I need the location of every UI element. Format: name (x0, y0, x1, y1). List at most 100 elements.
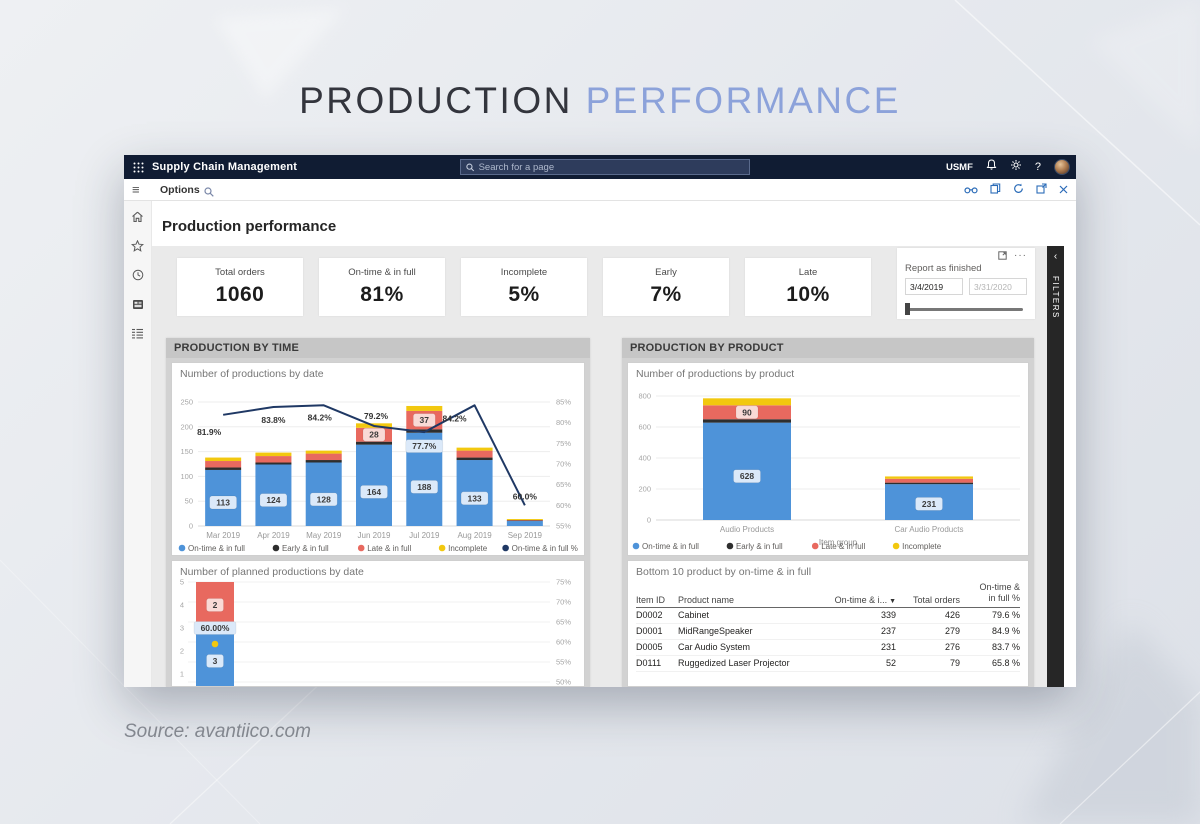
nav-hamburger-icon[interactable]: ≡ (132, 182, 140, 197)
productions-by-date-chart[interactable]: 0 50 100 150 200 250 55% 60% 65% 70% 75% 80% 85% Mar … (172, 380, 584, 554)
svg-text:128: 128 (317, 494, 331, 504)
svg-text:124: 124 (266, 495, 280, 505)
planned-productions-chart[interactable]: 75% 70% 65% 60% 55% 50% 5 4 3 2 1 2 60.00% 3 (172, 578, 584, 687)
focus-mode-icon[interactable] (998, 247, 1007, 265)
end-date-input[interactable] (969, 278, 1027, 295)
nav-sidebar (124, 201, 152, 687)
svg-text:133: 133 (467, 493, 481, 503)
svg-text:Late & in full: Late & in full (821, 542, 865, 551)
svg-text:Jun 2019: Jun 2019 (358, 531, 391, 540)
home-icon[interactable] (131, 210, 144, 228)
table-row[interactable]: D0005 Car Audio System 231 276 83.7 % (636, 640, 1020, 656)
productions-by-date-card: Number of productions by date 0 50 100 150 2… (171, 362, 585, 556)
copy-icon[interactable] (990, 181, 1001, 199)
column-header[interactable]: Total orders (912, 594, 960, 605)
workspaces-icon[interactable] (132, 297, 144, 315)
svg-text:81.9%: 81.9% (197, 427, 222, 437)
kpi-incomplete: Incomplete 5% (461, 258, 587, 316)
refresh-icon[interactable] (1013, 181, 1024, 199)
svg-text:May 2019: May 2019 (306, 531, 342, 540)
panel-title: PRODUCTION BY TIME (174, 342, 300, 354)
svg-text:188: 188 (417, 482, 431, 492)
modules-list-icon[interactable] (131, 326, 144, 344)
table-row[interactable]: D0001 MidRangeSpeaker 237 279 84.9 % (636, 624, 1020, 640)
productions-by-product-chart[interactable]: 0 200 400 600 800 Audio Products 628 90 Car Audi… (628, 380, 1028, 554)
svg-text:Sep 2019: Sep 2019 (508, 531, 543, 540)
kpi-early: Early 7% (603, 258, 729, 316)
legend-dot (272, 544, 280, 552)
bottom-products-table[interactable]: Item ID Product name On-time & i... ▼ Total… (636, 582, 1020, 672)
svg-text:400: 400 (638, 454, 651, 463)
waffle-menu-icon[interactable] (133, 162, 144, 173)
column-header[interactable]: Product name (678, 594, 735, 605)
kpi-label: Late (798, 267, 818, 278)
svg-text:Car Audio Products: Car Audio Products (895, 525, 964, 534)
svg-text:79.2%: 79.2% (364, 411, 389, 421)
table-cell: Ruggedized Laser Projector (678, 658, 790, 668)
svg-text:60.00%: 60.00% (201, 623, 230, 633)
svg-text:90: 90 (742, 407, 752, 417)
start-date-input[interactable] (905, 278, 963, 295)
date-range-slider[interactable] (905, 303, 1027, 315)
table-cell: 79 (949, 658, 960, 668)
column-header[interactable]: Item ID (636, 594, 666, 605)
filters-pane-collapsed[interactable]: ‹ FILTERS (1047, 246, 1064, 687)
kpi-value: 81% (360, 283, 404, 306)
panel-title: PRODUCTION BY PRODUCT (630, 342, 784, 354)
favorites-star-icon[interactable] (130, 239, 145, 257)
table-cell: 84.9 % (991, 626, 1020, 636)
table-cell: Car Audio System (678, 642, 751, 652)
slider-handle[interactable] (905, 303, 910, 315)
svg-text:2: 2 (213, 600, 218, 610)
page-search-box[interactable] (460, 159, 750, 175)
table-row[interactable]: D0111 Ruggedized Laser Projector 52 79 65.8 … (636, 656, 1020, 672)
filters-expand-chevron-icon[interactable]: ‹ (1053, 251, 1058, 262)
legend-dot (632, 542, 640, 550)
svg-text:55%: 55% (556, 658, 571, 667)
svg-text:4: 4 (180, 601, 184, 610)
svg-text:On-time & in full: On-time & in full (188, 544, 245, 553)
legend-dot (892, 542, 900, 550)
svg-text:200: 200 (638, 485, 651, 494)
settings-gear-icon[interactable] (1010, 158, 1022, 176)
table-row[interactable]: D0002 Cabinet 339 426 79.6 % (636, 608, 1020, 624)
table-cell: 65.8 % (991, 658, 1020, 668)
company-selector[interactable]: USMF (945, 161, 973, 173)
more-options-icon[interactable]: ··· (1014, 250, 1027, 261)
svg-text:5: 5 (180, 578, 184, 587)
app-name[interactable]: Supply Chain Management (152, 161, 298, 173)
svg-text:Apr 2019: Apr 2019 (257, 531, 290, 540)
filter-field-label: Report as finished (905, 263, 982, 274)
page-title-accent: PERFORMANCE (572, 80, 901, 121)
svg-text:60%: 60% (556, 501, 571, 510)
page-title-dark: PRODUCTION (299, 80, 573, 121)
notifications-bell-icon[interactable] (986, 158, 997, 176)
options-menu[interactable]: Options (160, 184, 200, 196)
svg-text:50: 50 (185, 497, 193, 506)
table-cell: MidRangeSpeaker (678, 626, 753, 636)
popout-icon[interactable] (1036, 181, 1047, 199)
table-cell: D0111 (636, 658, 662, 668)
table-cell: 52 (885, 658, 896, 668)
user-avatar[interactable] (1054, 159, 1070, 175)
glasses-view-icon[interactable] (964, 181, 978, 199)
table-cell: D0001 (636, 626, 663, 636)
svg-text:800: 800 (638, 392, 651, 401)
close-icon[interactable] (1059, 181, 1068, 199)
svg-text:On-time & in full: On-time & in full (642, 542, 699, 551)
svg-text:80%: 80% (556, 418, 571, 427)
toolbar-search-icon[interactable] (204, 184, 214, 202)
column-header[interactable]: On-time & i... ▼ (834, 594, 896, 605)
column-header[interactable]: On-time & in full % (979, 582, 1020, 604)
kpi-label: Early (655, 267, 677, 278)
recent-clock-icon[interactable] (132, 268, 144, 286)
svg-text:55%: 55% (556, 522, 571, 531)
filters-pane-label: FILTERS (1051, 276, 1060, 319)
app-window: Supply Chain Management USMF (124, 155, 1076, 687)
svg-text:1: 1 (180, 670, 184, 679)
help-icon[interactable]: ? (1034, 161, 1041, 173)
table-cell: D0005 (636, 642, 663, 652)
search-input[interactable] (478, 161, 744, 173)
action-toolbar: ≡ Options (124, 179, 1076, 201)
